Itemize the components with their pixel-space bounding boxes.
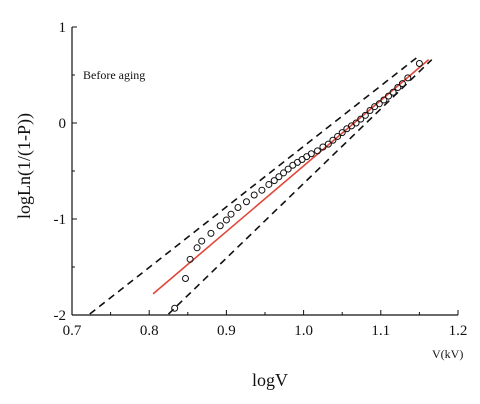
y-axis-title: logLn(1/(1-P)) <box>14 113 35 219</box>
x-tick-label: 1.0 <box>294 323 313 339</box>
data-point <box>242 198 250 206</box>
data-point <box>280 169 288 177</box>
x-tick-label: 0.8 <box>140 323 159 339</box>
y-tick-label: 1 <box>59 20 67 36</box>
data-point <box>307 150 315 158</box>
data-point <box>313 147 321 155</box>
data-point <box>284 165 292 173</box>
data-point <box>198 237 206 245</box>
y-tick-label: -1 <box>54 212 67 228</box>
data-point <box>324 140 332 148</box>
data-points <box>171 59 423 312</box>
data-point <box>361 111 369 119</box>
fit-line <box>152 59 430 295</box>
corner-unit-label: V(kV) <box>432 347 463 361</box>
tick-labels: 0.7 0.8 0.9 1.0 1.1 1.2 -2 -1 0 1 <box>54 20 468 339</box>
data-point <box>181 275 189 283</box>
y-tick-label: 0 <box>59 116 67 132</box>
data-point <box>338 129 346 137</box>
annotation-before-aging: Before aging <box>83 68 145 82</box>
data-point <box>375 100 383 108</box>
data-point <box>234 203 242 211</box>
data-point <box>171 304 179 312</box>
data-point <box>193 244 201 252</box>
x-axis-title: logV <box>252 370 288 390</box>
data-point <box>329 136 337 144</box>
data-point <box>270 177 278 185</box>
axes <box>71 26 459 316</box>
data-point <box>352 119 360 127</box>
data-point <box>265 180 273 188</box>
data-point <box>357 115 365 123</box>
y-tick-label: -2 <box>54 308 67 324</box>
chart-lines <box>89 56 433 315</box>
data-point <box>334 132 342 140</box>
data-point <box>380 96 388 104</box>
data-point <box>275 173 283 181</box>
data-point <box>394 83 402 91</box>
data-point <box>222 216 230 224</box>
data-point <box>398 80 406 88</box>
data-point <box>366 107 374 115</box>
data-point <box>415 59 423 67</box>
x-tick-label: 0.7 <box>63 323 82 339</box>
data-point <box>258 186 266 194</box>
upper-bound-line <box>89 56 419 315</box>
data-point <box>250 191 258 199</box>
lower-bound-line <box>167 59 433 315</box>
x-tick-label: 1.2 <box>449 323 468 339</box>
data-point <box>385 92 393 100</box>
x-tick-label: 1.1 <box>371 323 390 339</box>
data-point <box>186 255 194 263</box>
data-point <box>216 222 224 230</box>
data-point <box>319 143 327 151</box>
data-point <box>404 74 412 82</box>
data-point <box>207 229 215 237</box>
data-point <box>227 210 235 218</box>
data-point <box>389 88 397 96</box>
x-tick-label: 0.9 <box>217 323 236 339</box>
